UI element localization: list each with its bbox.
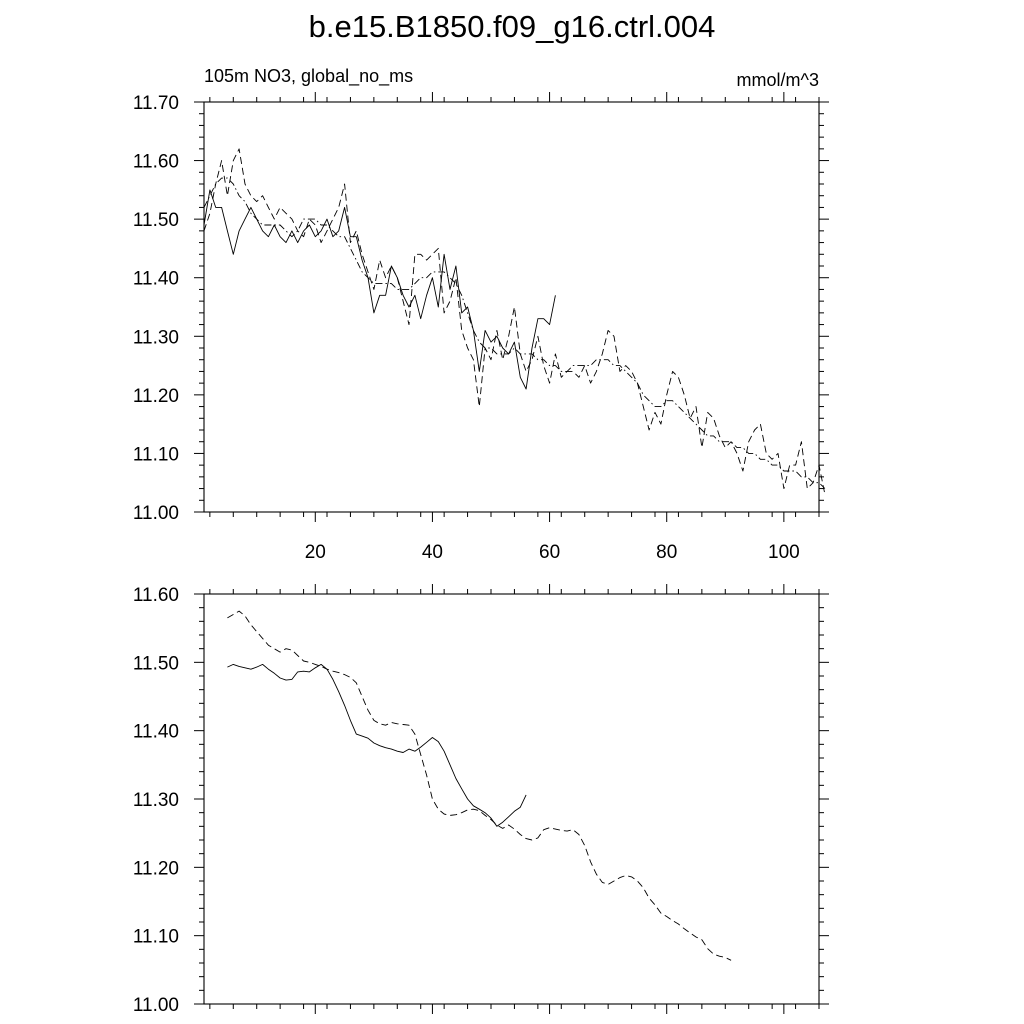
bottom-plot-frame	[203, 593, 820, 1005]
bottom-series-dashed	[227, 610, 732, 961]
top-plot-frame	[203, 101, 820, 513]
top-panel-ticks: 11.00 11.10 11.20 11.30 11.40 11.50 11.60 11.70…	[133, 92, 829, 563]
top-series-solid	[203, 189, 556, 390]
bottom-panel-series	[227, 610, 732, 961]
top-xtick-label: 60	[539, 542, 560, 563]
bottom-ytick-label: 11.40	[133, 722, 179, 743]
top-ytick-label: 11.30	[133, 327, 179, 348]
bottom-ytick-label: 11.60	[133, 585, 179, 606]
top-panel: 105m NO3, global_no_ms mmol/m^3 11.0011.…	[133, 66, 829, 563]
top-ytick-label: 11.10	[133, 444, 179, 465]
top-xtick-label: 100	[768, 542, 800, 563]
bottom-series-solid	[227, 663, 527, 827]
bottom-ytick-label: 11.30	[133, 790, 179, 811]
top-ytick-label: 11.20	[133, 386, 179, 407]
top-panel-series	[203, 148, 826, 495]
bottom-ytick-label: 11.20	[133, 858, 179, 879]
chart-title: b.e15.B1850.f09_g16.ctrl.004	[309, 9, 716, 44]
top-panel-left-label: 105m NO3, global_no_ms	[204, 66, 413, 87]
top-series-dashed	[203, 148, 826, 495]
top-panel-right-label: mmol/m^3	[737, 70, 819, 90]
top-xtick-label: 80	[656, 542, 677, 563]
top-ytick-label: 11.70	[133, 93, 179, 114]
top-ytick-label: 11.60	[133, 152, 179, 173]
bottom-ytick-label: 11.10	[133, 927, 179, 948]
top-xtick-label: 40	[422, 542, 443, 563]
top-ytick-label: 11.50	[133, 210, 179, 231]
top-ytick-label: 11.00	[133, 503, 179, 524]
bottom-ytick-label: 11.00	[133, 995, 179, 1016]
bottom-panel: 11.00 11.10 11.20 11.30 11.40 11.50 11.60	[133, 584, 829, 1016]
bottom-panel-ticks: 11.00 11.10 11.20 11.30 11.40 11.50 11.60	[133, 584, 829, 1016]
top-ytick-label: 11.40	[133, 269, 179, 290]
top-xtick-label: 20	[305, 542, 326, 563]
bottom-ytick-label: 11.50	[133, 653, 179, 674]
